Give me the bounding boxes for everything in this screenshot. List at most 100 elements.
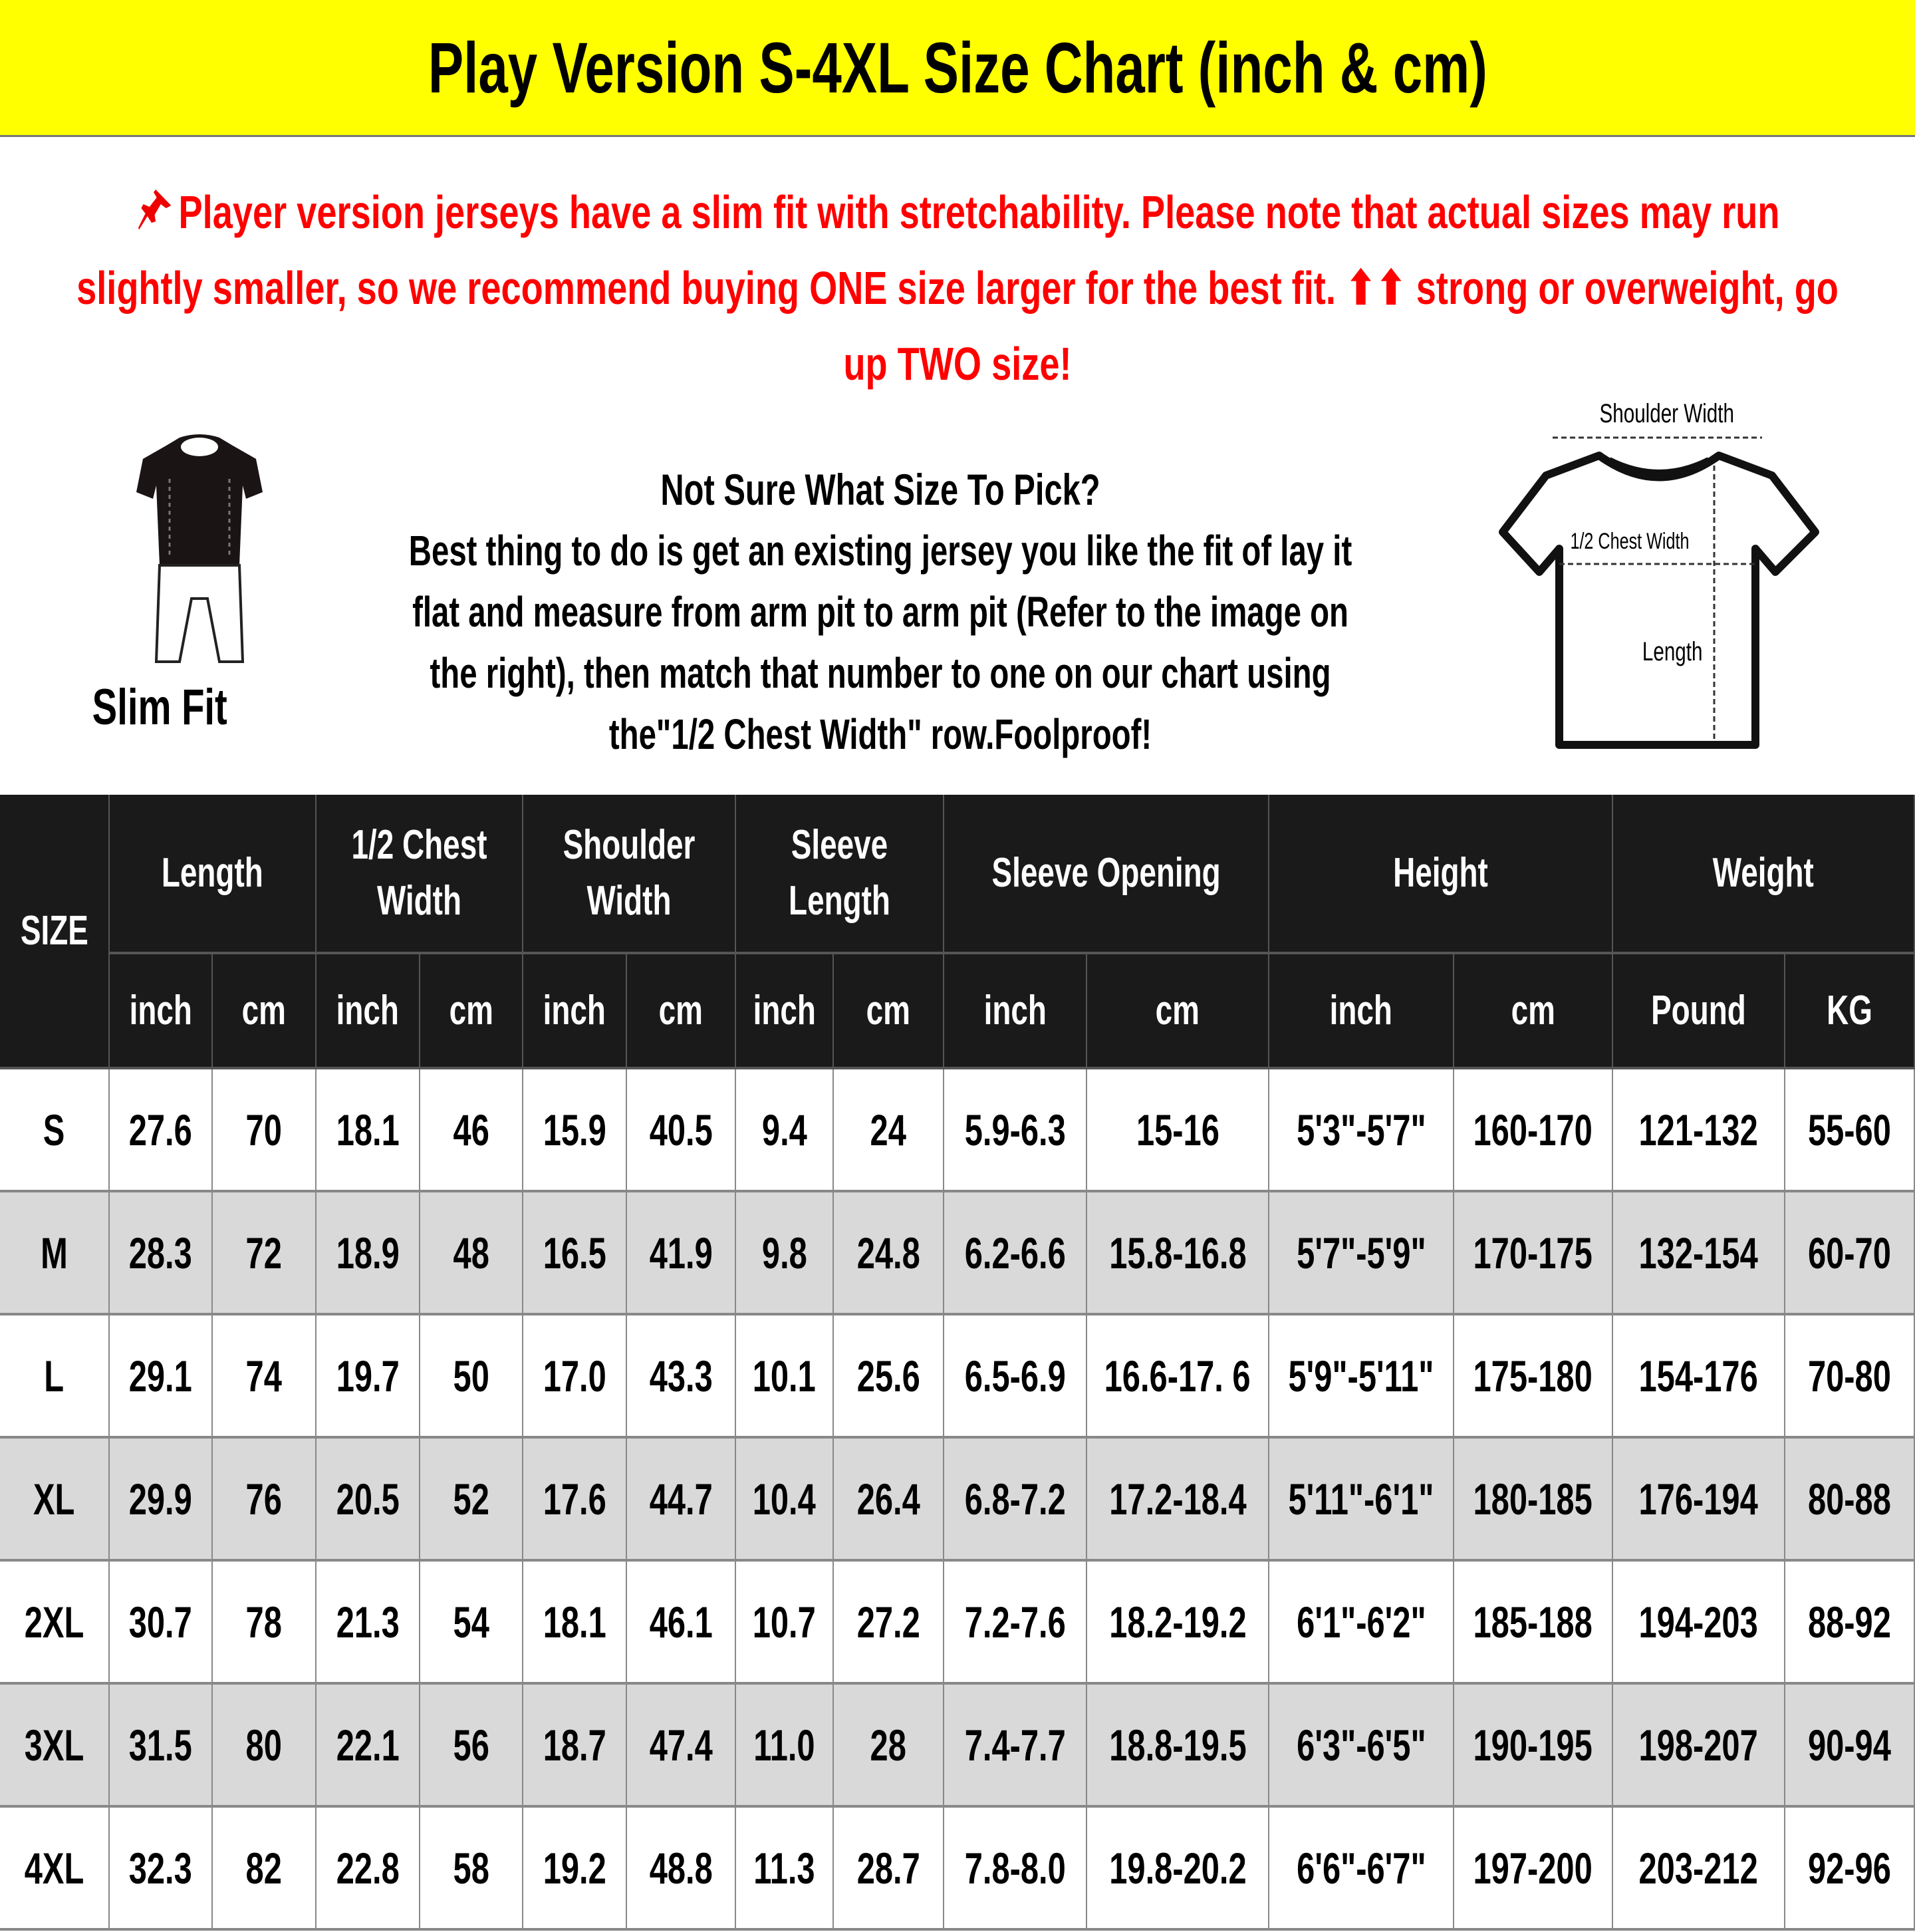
size-cell-text: M xyxy=(41,1228,68,1278)
table-cell-text: 18.1 xyxy=(336,1105,400,1155)
pushpin-icon xyxy=(138,190,172,229)
table-cell-text: 7.2-7.6 xyxy=(964,1597,1066,1647)
table-cell-text: 18.1 xyxy=(543,1597,606,1647)
table-cell: 198-207 xyxy=(1613,1685,1785,1808)
table-cell: 18.7 xyxy=(523,1685,627,1808)
unit-header: inch xyxy=(1269,954,1454,1069)
table-cell: 176-194 xyxy=(1613,1439,1785,1562)
table-cell: 19.8-20.2 xyxy=(1087,1808,1269,1931)
table-cell: 90-94 xyxy=(1785,1685,1915,1808)
table-cell: 27.2 xyxy=(834,1562,944,1685)
unit-header-text: KG xyxy=(1827,987,1872,1034)
size-cell: 3XL xyxy=(0,1685,110,1808)
table-cell-text: 19.2 xyxy=(543,1843,606,1893)
table-cell-text: 28.7 xyxy=(856,1843,920,1893)
table-cell: 10.7 xyxy=(736,1562,834,1685)
size-cell: XL xyxy=(0,1439,110,1562)
table-cell: 21.3 xyxy=(317,1562,420,1685)
table-cell-text: 15.8-16.8 xyxy=(1108,1228,1247,1278)
table-cell-text: 92-96 xyxy=(1808,1843,1891,1893)
table-cell: 10.4 xyxy=(736,1439,834,1562)
column-group-header: Sleeve Length xyxy=(736,795,944,954)
unit-header-text: inch xyxy=(543,987,606,1034)
table-cell: 30.7 xyxy=(110,1562,213,1685)
table-cell: 7.8-8.0 xyxy=(944,1808,1087,1931)
table-cell: 5'7"-5'9" xyxy=(1269,1192,1454,1315)
guide-question: Not Sure What Size To Pick? xyxy=(660,465,1100,514)
table-cell: 175-180 xyxy=(1454,1315,1613,1439)
size-cell: 4XL xyxy=(0,1808,110,1931)
page-title: Play Version S-4XL Size Chart (inch & cm… xyxy=(428,27,1487,108)
shoulder-width-label: Shoulder Width xyxy=(1599,399,1734,428)
table-cell-text: 185-188 xyxy=(1473,1597,1593,1647)
table-cell: 82 xyxy=(213,1808,317,1931)
table-cell-text: 78 xyxy=(245,1597,283,1647)
table-cell: 22.8 xyxy=(317,1808,420,1931)
guide-line: Best thing to do is get an existing jers… xyxy=(408,527,1352,575)
table-cell-text: 154-176 xyxy=(1638,1351,1759,1401)
unit-header-text: cm xyxy=(1511,987,1555,1034)
table-cell-text: 47.4 xyxy=(649,1720,713,1770)
table-cell: 6.8-7.2 xyxy=(944,1439,1087,1562)
size-cell: M xyxy=(0,1192,110,1315)
table-cell: 18.1 xyxy=(523,1562,627,1685)
table-cell: 24.8 xyxy=(834,1192,944,1315)
table-cell: 29.9 xyxy=(110,1439,213,1562)
column-group-header-text: Sleeve Opening xyxy=(991,850,1221,896)
table-cell-text: 203-212 xyxy=(1638,1843,1759,1893)
table-cell-text: 80 xyxy=(245,1720,283,1770)
unit-header-text: inch xyxy=(753,987,816,1034)
slim-fit-figure-icon xyxy=(136,434,263,663)
size-cell-text: S xyxy=(43,1105,65,1155)
table-cell: 5.9-6.3 xyxy=(944,1069,1087,1192)
table-cell-text: 41.9 xyxy=(649,1228,713,1278)
table-cell-text: 17.2-18.4 xyxy=(1108,1474,1247,1524)
size-cell-text: XL xyxy=(33,1474,75,1524)
notice-line: slightly smaller, so we recommend buying… xyxy=(76,262,1839,314)
table-cell: 31.5 xyxy=(110,1685,213,1808)
table-cell: 6.5-6.9 xyxy=(944,1315,1087,1439)
unit-header-text: inch xyxy=(1329,987,1393,1034)
table-cell-text: 6'3"-6'5" xyxy=(1296,1720,1426,1770)
table-cell: 6'6"-6'7" xyxy=(1269,1808,1454,1931)
table-cell-text: 29.1 xyxy=(128,1351,193,1401)
table-cell-text: 56 xyxy=(453,1720,489,1770)
table-cell-text: 160-170 xyxy=(1473,1105,1593,1155)
table-cell: 9.8 xyxy=(736,1192,834,1315)
table-cell: 28 xyxy=(834,1685,944,1808)
table-cell-text: 10.4 xyxy=(752,1474,817,1524)
table-cell: 190-195 xyxy=(1454,1685,1613,1808)
unit-header: KG xyxy=(1785,954,1915,1069)
table-cell-text: 70 xyxy=(245,1105,283,1155)
table-cell: 197-200 xyxy=(1454,1808,1613,1931)
table-cell: 194-203 xyxy=(1613,1562,1785,1685)
unit-header-text: inch xyxy=(983,987,1047,1034)
table-cell: 5'9"-5'11" xyxy=(1269,1315,1454,1439)
table-cell-text: 60-70 xyxy=(1808,1228,1891,1278)
table-cell-text: 11.3 xyxy=(753,1843,815,1893)
table-cell: 56 xyxy=(420,1685,523,1808)
column-group-header: Weight xyxy=(1613,795,1915,954)
table-cell-text: 5.9-6.3 xyxy=(964,1105,1066,1155)
table-cell: 16.5 xyxy=(523,1192,627,1315)
table-cell: 9.4 xyxy=(736,1069,834,1192)
table-cell-text: 5'3"-5'7" xyxy=(1296,1105,1426,1155)
table-cell-text: 29.9 xyxy=(128,1474,193,1524)
size-cell-text: 2XL xyxy=(24,1597,84,1647)
table-cell-text: 11.0 xyxy=(753,1720,815,1770)
table-cell: 180-185 xyxy=(1454,1439,1613,1562)
chest-width-label: 1/2 Chest Width xyxy=(1570,529,1690,554)
column-group-header: Height xyxy=(1269,795,1613,954)
table-cell: 46.1 xyxy=(627,1562,736,1685)
table-cell: 25.6 xyxy=(834,1315,944,1439)
table-cell-text: 18.9 xyxy=(336,1228,400,1278)
size-cell-text: 3XL xyxy=(24,1720,84,1770)
unit-header-text: cm xyxy=(658,987,703,1034)
table-cell: 40.5 xyxy=(627,1069,736,1192)
table-cell-text: 43.3 xyxy=(649,1351,713,1401)
table-cell: 41.9 xyxy=(627,1192,736,1315)
table-cell: 52 xyxy=(420,1439,523,1562)
table-cell-text: 198-207 xyxy=(1638,1720,1759,1770)
notice-line: Player version jerseys have a slim fit w… xyxy=(0,174,1914,250)
table-cell-text: 19.8-20.2 xyxy=(1108,1843,1247,1893)
